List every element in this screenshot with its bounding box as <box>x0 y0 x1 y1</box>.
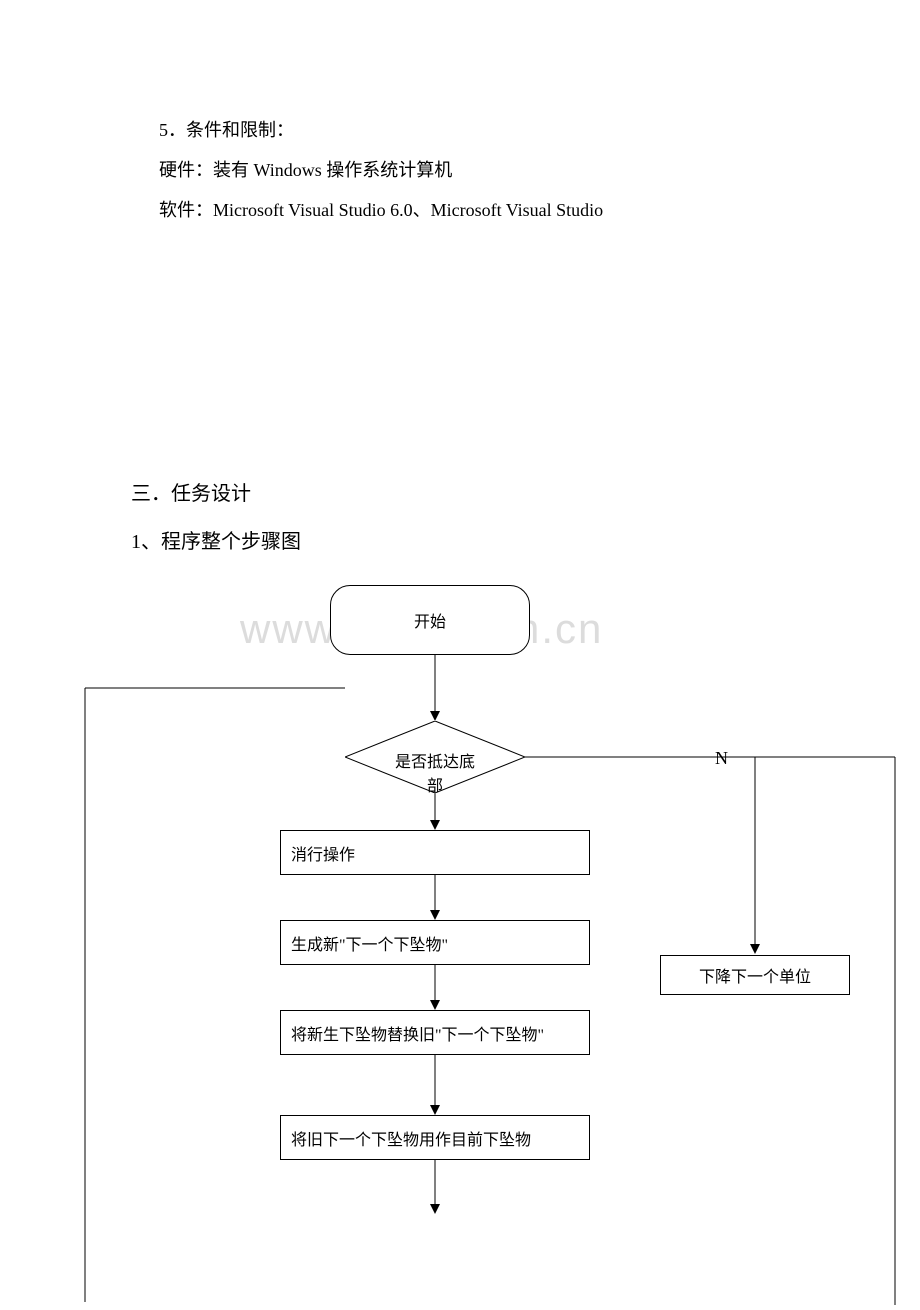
branch-right-path <box>525 750 900 1310</box>
loop-left-line <box>80 686 350 1306</box>
heading-subsection: 1、程序整个步骤图 <box>131 526 301 558</box>
arrow-start-to-decision <box>428 655 442 722</box>
arrow-box3-to-box4 <box>428 1055 442 1116</box>
flow-decision-label: 是否抵达底部 <box>390 748 480 796</box>
flow-process-right-label: 下降下一个单位 <box>699 963 811 987</box>
flow-process-right: 下降下一个单位 <box>660 955 850 995</box>
flow-start-label: 开始 <box>414 608 446 632</box>
arrow-box2-to-box3 <box>428 965 442 1011</box>
arrow-decision-to-box1 <box>428 793 442 831</box>
arrow-box1-to-box2 <box>428 875 442 921</box>
text-line-1: 5．条件和限制： <box>159 116 294 145</box>
text-line-3: 软件：Microsoft Visual Studio 6.0、Microsoft… <box>159 196 603 225</box>
arrow-right-to-box <box>748 757 762 957</box>
arrow-box4-down <box>428 1160 442 1215</box>
text-line-2: 硬件：装有 Windows 操作系统计算机 <box>159 156 452 185</box>
heading-section: 三．任务设计 <box>131 478 251 510</box>
flow-start: 开始 <box>330 585 530 655</box>
